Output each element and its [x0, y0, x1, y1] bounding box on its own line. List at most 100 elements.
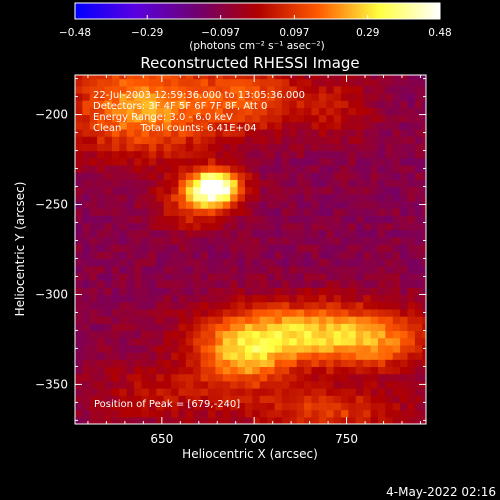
heatmap-cell: [355, 78, 364, 87]
heatmap-cell: [208, 388, 216, 396]
heatmap-cell: [178, 78, 187, 87]
heatmap-cell: [126, 258, 135, 267]
heatmap-cell: [400, 301, 409, 310]
heatmap-cell: [267, 78, 276, 87]
heatmap-cell: [89, 280, 98, 288]
heatmap-cell: [296, 316, 305, 324]
heatmap-cell: [119, 200, 128, 209]
heatmap-cell: [141, 337, 150, 346]
heatmap-cell: [392, 100, 401, 108]
heatmap-cell: [82, 416, 91, 424]
heatmap-cell: [385, 193, 394, 202]
heatmap-cell: [126, 75, 135, 80]
heatmap-cell: [200, 308, 209, 317]
heatmap-cell: [414, 244, 423, 252]
heatmap-cell: [370, 236, 379, 245]
heatmap-cell: [244, 308, 253, 317]
heatmap-cell: [111, 157, 120, 166]
heatmap-cell: [407, 265, 416, 274]
heatmap-cell: [333, 121, 342, 130]
heatmap-cell: [296, 128, 305, 137]
heatmap-cell: [230, 200, 239, 209]
heatmap-cell: [407, 337, 416, 346]
heatmap-cell: [89, 308, 98, 317]
heatmap-cell: [111, 75, 120, 80]
heatmap-cell: [296, 337, 305, 346]
heatmap-cell: [75, 294, 83, 303]
heatmap-cell: [126, 244, 135, 252]
heatmap-cell: [407, 157, 416, 166]
heatmap-cell: [148, 172, 157, 180]
heatmap-cell: [281, 409, 290, 418]
heatmap-cell: [311, 92, 320, 101]
heatmap-cell: [414, 366, 423, 375]
heatmap-cell: [215, 75, 224, 80]
heatmap-cell: [111, 352, 120, 360]
heatmap-cell: [222, 308, 231, 317]
heatmap-cell: [185, 164, 194, 173]
heatmap-cell: [230, 157, 239, 166]
heatmap-cell: [119, 323, 128, 332]
heatmap-cell: [355, 92, 364, 101]
heatmap-cell: [304, 128, 313, 137]
heatmap-cell: [311, 316, 320, 324]
heatmap-cell: [289, 366, 298, 375]
heatmap-cell: [304, 143, 313, 152]
heatmap-cell: [97, 272, 106, 281]
heatmap-cell: [281, 121, 290, 130]
heatmap-cell: [141, 251, 150, 260]
heatmap-cell: [414, 316, 423, 324]
heatmap-cell: [119, 236, 128, 245]
heatmap-cell: [414, 157, 423, 166]
heatmap-cell: [392, 164, 401, 173]
heatmap-cell: [252, 337, 261, 346]
heatmap-cell: [171, 78, 180, 87]
heatmap-cell: [222, 200, 231, 209]
heatmap-cell: [341, 294, 350, 303]
heatmap-cell: [82, 280, 91, 288]
heatmap-cell: [385, 157, 394, 166]
heatmap-cell: [82, 236, 91, 245]
heatmap-cell: [400, 114, 409, 123]
heatmap-cell: [377, 222, 386, 231]
heatmap-cell: [341, 193, 350, 202]
heatmap-cell: [82, 121, 91, 130]
heatmap-cell: [230, 85, 239, 94]
heatmap-cell: [244, 75, 253, 80]
heatmap-cell: [134, 85, 143, 94]
heatmap-cell: [400, 150, 409, 159]
heatmap-cell: [237, 308, 246, 317]
heatmap-cell: [208, 107, 216, 116]
heatmap-cell: [178, 236, 187, 245]
heatmap-cell: [148, 85, 157, 94]
heatmap-cell: [392, 316, 401, 324]
heatmap-cell: [400, 272, 409, 281]
heatmap-cell: [267, 121, 276, 130]
heatmap-cell: [311, 352, 320, 360]
heatmap-cell: [141, 164, 150, 173]
heatmap-cell: [222, 265, 231, 274]
heatmap-cell: [281, 229, 290, 238]
heatmap-cell: [156, 294, 165, 303]
heatmap-cell: [208, 186, 216, 195]
peak-position-label: Position of Peak = [679,-240]: [94, 399, 240, 410]
heatmap-cell: [333, 107, 342, 116]
heatmap-cell: [341, 265, 350, 274]
heatmap-cell: [377, 121, 386, 130]
heatmap-cell: [318, 128, 327, 137]
heatmap-cell: [296, 78, 305, 87]
heatmap-cell: [89, 208, 98, 216]
heatmap-cell: [134, 236, 143, 245]
heatmap-cell: [97, 157, 106, 166]
heatmap-cell: [104, 272, 113, 281]
heatmap-cell: [400, 337, 409, 346]
heatmap-cell: [185, 121, 194, 130]
heatmap-cell: [392, 107, 401, 116]
heatmap-cell: [414, 150, 423, 159]
heatmap-cell: [111, 330, 120, 339]
heatmap-cell: [422, 388, 426, 396]
heatmap-cell: [156, 337, 165, 346]
heatmap-cell: [348, 294, 357, 303]
heatmap-cell: [126, 200, 135, 209]
heatmap-cell: [111, 395, 120, 404]
